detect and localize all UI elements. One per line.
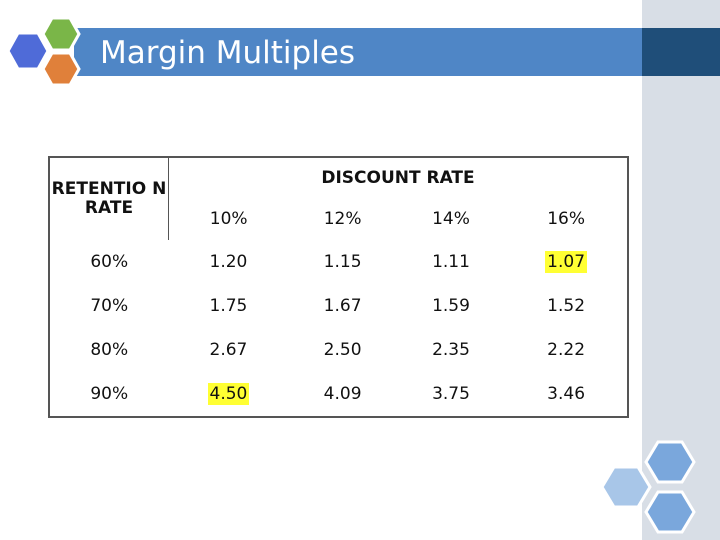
table-header-row: RETENTIO N RATE DISCOUNT RATE — [49, 157, 628, 240]
discount-rate-cell: 12% — [323, 209, 362, 229]
slide-title: Margin Multiples — [100, 35, 356, 71]
discount-rate-row: 10% 12% 14% 16% — [49, 198, 628, 240]
margin-multiples-table: RETENTIO N RATE DISCOUNT RATE 10% 12% 14… — [48, 156, 629, 418]
value-cell: 3.46 — [547, 384, 586, 404]
hexagon-shape — [644, 440, 696, 484]
retention-cell: 90% — [90, 384, 129, 404]
hexagon-shape — [644, 490, 696, 534]
hexagon-shape — [600, 465, 652, 509]
decorative-hexagons-icon — [600, 440, 696, 534]
table-row: 60% 1.20 1.15 1.11 1.07 — [49, 240, 628, 284]
value-cell: 1.75 — [209, 296, 248, 316]
value-cell: 1.52 — [547, 296, 586, 316]
discount-rate-cell: 10% — [209, 209, 248, 229]
blue-hexagon — [6, 31, 50, 71]
value-cell: 1.59 — [432, 296, 470, 316]
table-row: 70% 1.75 1.67 1.59 1.52 — [49, 284, 628, 328]
value-cell: 3.75 — [432, 384, 470, 404]
value-cell: 2.67 — [209, 340, 248, 360]
green-hexagon — [41, 16, 81, 52]
title-bar-accent — [642, 28, 720, 76]
table-row: 90% 4.50 4.09 3.75 3.46 — [49, 372, 628, 417]
discount-rate-header: DISCOUNT RATE — [321, 168, 475, 188]
highlighted-value-cell: 1.07 — [505, 240, 628, 284]
value-cell: 2.50 — [323, 340, 362, 360]
value-cell: 1.67 — [323, 296, 362, 316]
highlighted-value: 4.50 — [207, 383, 250, 405]
retention-cell: 70% — [90, 296, 129, 316]
value-cell: 1.11 — [432, 252, 470, 272]
table-row: 80% 2.67 2.50 2.35 2.22 — [49, 328, 628, 372]
highlighted-value-cell: 4.50 — [169, 372, 289, 417]
value-cell: 2.22 — [547, 340, 586, 360]
hexagon-logo-icon — [6, 16, 81, 87]
value-cell: 2.35 — [432, 340, 470, 360]
retention-rate-header: RETENTIO N RATE — [49, 157, 169, 240]
discount-rate-cell: 14% — [432, 209, 470, 229]
highlighted-value: 1.07 — [545, 251, 588, 273]
value-cell: 1.15 — [323, 252, 362, 272]
value-cell: 1.20 — [209, 252, 248, 272]
value-cell: 4.09 — [323, 384, 362, 404]
discount-rate-cell: 16% — [547, 209, 585, 229]
orange-hexagon — [41, 51, 81, 87]
retention-cell: 80% — [90, 340, 129, 360]
retention-cell: 60% — [90, 252, 129, 272]
title-bar — [74, 28, 642, 76]
